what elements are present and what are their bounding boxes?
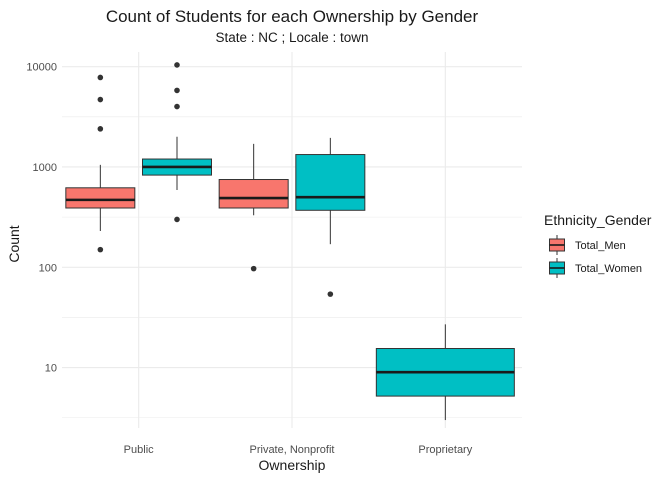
legend-label: Total_Women <box>575 263 642 275</box>
y-tick-label: 10 <box>45 363 57 375</box>
x-tick-label: Proprietary <box>418 444 472 456</box>
legend-item: Total_Women <box>549 258 642 278</box>
x-tick-label: Private, Nonprofit <box>250 444 335 456</box>
y-axis-title: Count <box>6 225 22 262</box>
legend: Ethnicity_Gender Total_Men Total_Women <box>544 212 652 278</box>
box-iqr <box>65 187 136 209</box>
y-axis-ticks: 10 100 1000 10000 <box>26 62 57 375</box>
outlier-point <box>174 62 180 68</box>
y-tick-label: 100 <box>39 262 57 274</box>
y-tick-label: 1000 <box>33 162 57 174</box>
legend-label: Total_Men <box>575 240 626 252</box>
box-total-men-private-nonprofit <box>218 143 289 272</box>
outlier-point <box>97 74 104 81</box>
y-tick-label: 10000 <box>26 62 57 74</box>
outlier-point <box>174 216 180 223</box>
grid <box>62 52 522 428</box>
outlier-point <box>327 291 334 297</box>
box-total-women-proprietary <box>375 324 515 421</box>
outlier-point <box>97 96 104 103</box>
outlier-point <box>250 265 257 272</box>
outlier-point <box>97 126 104 132</box>
outlier-point <box>174 87 180 94</box>
box-total-men-public <box>65 74 136 253</box>
outlier-point <box>174 103 180 110</box>
outlier-point <box>97 246 104 253</box>
x-axis-ticks: Public Private, Nonprofit Proprietary <box>124 444 473 456</box>
chart-subtitle: State : NC ; Locale : town <box>215 30 368 45</box>
box-iqr <box>218 179 289 209</box>
legend-title: Ethnicity_Gender <box>544 212 652 228</box>
x-axis-title: Ownership <box>259 457 326 473</box>
box-total-women-public <box>142 62 212 223</box>
chart-title: Count of Students for each Ownership by … <box>106 7 479 26</box>
box-total-women-private-nonprofit <box>295 137 366 297</box>
legend-item: Total_Men <box>549 235 626 255</box>
boxes <box>65 62 515 421</box>
x-tick-label: Public <box>124 444 154 456</box>
box-iqr <box>295 154 366 211</box>
